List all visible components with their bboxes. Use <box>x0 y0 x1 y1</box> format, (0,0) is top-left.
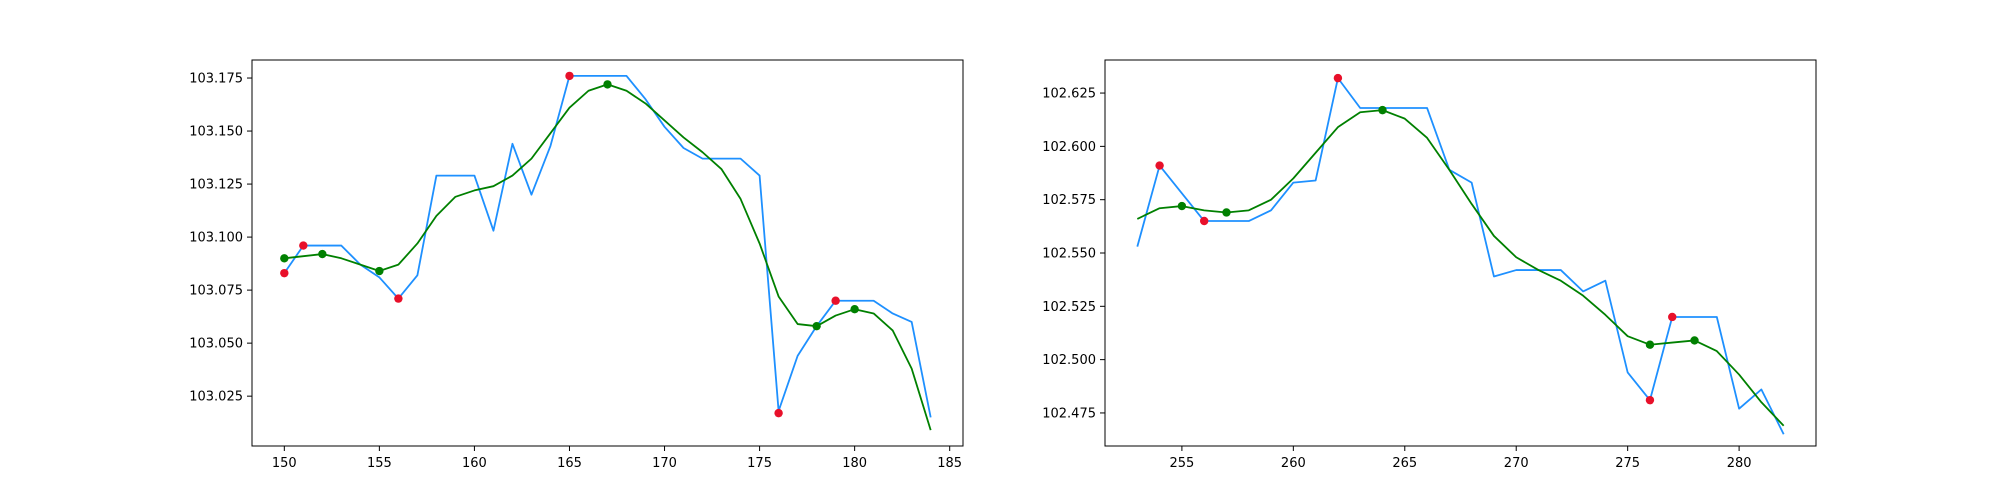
y-tick-label: 103.075 <box>189 284 243 299</box>
raw-extremum-point <box>831 296 840 305</box>
y-tick-label: 103.050 <box>189 337 243 352</box>
x-tick-label: 180 <box>842 456 867 471</box>
y-tick-label: 102.500 <box>1042 353 1096 368</box>
x-tick-label: 270 <box>1504 456 1529 471</box>
x-tick-label: 255 <box>1169 456 1194 471</box>
raw-extremum-point <box>1668 312 1677 322</box>
raw-extremum-point <box>1199 216 1209 226</box>
y-tick-label: 102.525 <box>1042 300 1096 315</box>
axes-frame <box>251 59 964 447</box>
x-tick-label: 155 <box>367 456 392 471</box>
smoothed-price-line <box>1136 109 1785 427</box>
smoothed-extremum-point <box>1177 201 1187 211</box>
smoothed-extremum-point <box>1378 105 1387 115</box>
x-tick-label: 280 <box>1727 456 1752 471</box>
x-tick-label: 165 <box>557 456 582 471</box>
smoothed-extremum-point <box>375 266 384 276</box>
smoothed-extremum-point <box>1645 340 1655 349</box>
x-tick-label: 175 <box>747 456 772 471</box>
smoothed-extremum-point <box>1690 336 1699 345</box>
chart-left: 150 155 160 165 170 175 180 185 103.025 103.050 10… <box>189 59 964 471</box>
x-tick-label: 265 <box>1392 456 1417 471</box>
raw-extremum-point <box>565 71 574 81</box>
raw-extremum-point <box>1333 73 1343 83</box>
x-tick-label: 275 <box>1615 456 1640 471</box>
raw-extremum-point <box>1155 161 1164 170</box>
y-tick-label: 103.100 <box>189 231 243 246</box>
y-tick-label: 103.150 <box>189 125 243 140</box>
chart-right: 255 260 265 270 275 280 102.475 102.500 102.525 1… <box>1042 59 1817 471</box>
smoothed-price-line <box>284 83 932 431</box>
raw-extremum-point <box>1645 395 1655 405</box>
raw-extremum-point <box>774 408 783 418</box>
smoothed-extremum-point <box>850 305 859 314</box>
raw-extremum-point <box>394 294 403 303</box>
smoothed-extremum-point <box>1222 208 1231 217</box>
axes-frame <box>1104 59 1817 447</box>
smoothed-extremum-point <box>812 321 821 331</box>
x-tick-label: 260 <box>1281 456 1306 471</box>
x-tick-label: 150 <box>272 456 297 471</box>
raw-price-line <box>1136 77 1785 435</box>
y-tick-label: 102.625 <box>1042 87 1096 102</box>
y-tick-label: 102.600 <box>1042 140 1096 155</box>
raw-price-line <box>283 75 932 418</box>
x-tick-label: 170 <box>652 456 677 471</box>
y-tick-label: 102.475 <box>1042 406 1096 421</box>
y-tick-label: 103.125 <box>189 178 243 193</box>
raw-extremum-point <box>280 268 289 278</box>
x-tick-label: 185 <box>937 456 962 471</box>
smoothed-extremum-point <box>318 249 327 259</box>
y-tick-label: 102.575 <box>1042 193 1096 208</box>
y-tick-label: 103.175 <box>189 72 243 87</box>
y-tick-label: 102.550 <box>1042 247 1096 262</box>
raw-extremum-point <box>299 241 308 250</box>
y-tick-label: 103.025 <box>189 390 243 405</box>
x-tick-label: 160 <box>462 456 487 471</box>
smoothed-extremum-point <box>280 254 289 263</box>
smoothed-extremum-point <box>603 80 612 89</box>
